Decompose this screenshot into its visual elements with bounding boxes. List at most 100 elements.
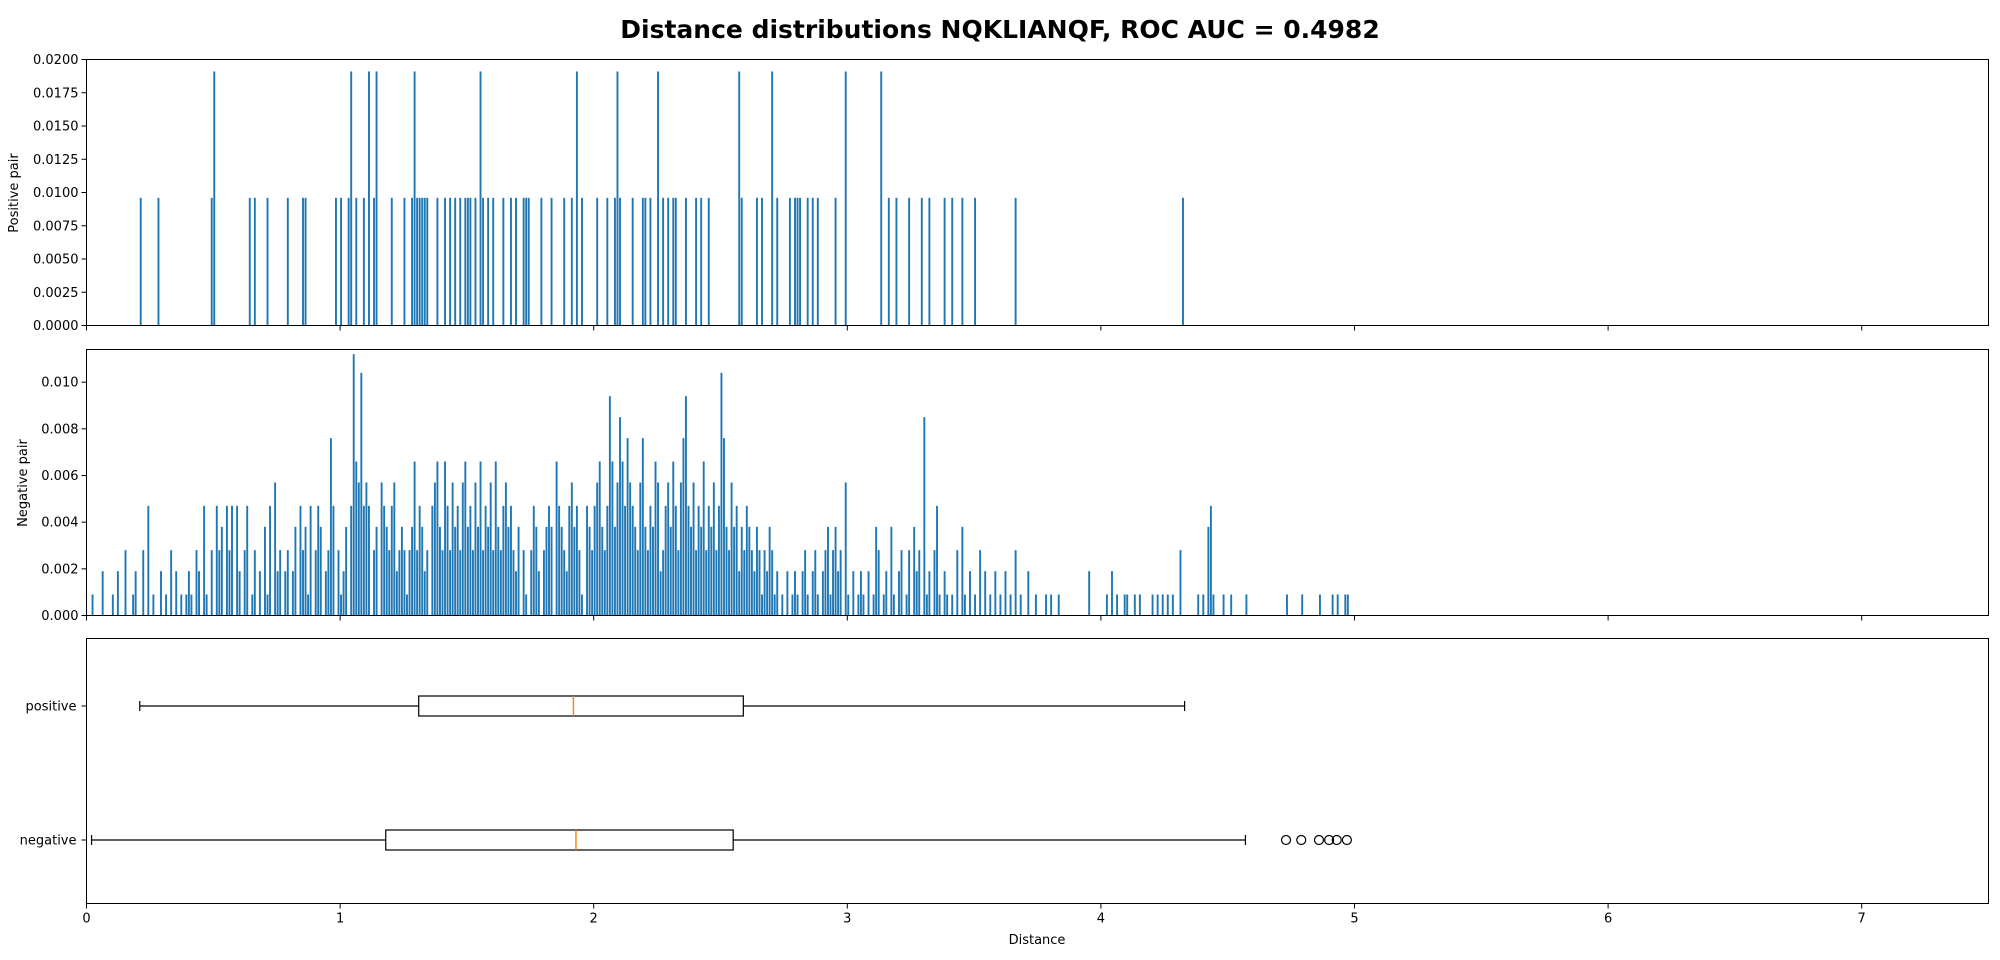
negative-pair-bar (459, 550, 462, 616)
negative-pair-bar (728, 550, 731, 616)
x-tick-label: 1 (336, 912, 344, 927)
positive-pair-bar (928, 197, 931, 326)
negative-pair-bar (654, 461, 657, 616)
negative-pair-bar (1344, 594, 1347, 616)
negative-pair-bar (373, 550, 375, 616)
negative-pair-bar (969, 571, 971, 616)
negative-pair-bar (185, 594, 188, 616)
negative-pair-bar (464, 461, 467, 616)
negative-pair-bar (875, 526, 878, 616)
negative-pair-bar (908, 550, 911, 616)
negative-pair-bar (834, 526, 837, 616)
negative-pair-bar (545, 526, 548, 616)
negative-pair-bar (690, 526, 692, 616)
positive-pair-bar (740, 197, 743, 326)
negative-pair-bar (367, 505, 370, 616)
negative-pair-bar (269, 505, 271, 616)
negative-pair-bar (814, 550, 817, 616)
negative-pair-bar (1111, 571, 1113, 616)
negative-pair-bar (418, 505, 421, 616)
negative-pair-bar (1156, 594, 1159, 616)
negative-pair-bar (350, 505, 353, 616)
negative-pair-bar (989, 594, 992, 616)
positive-pair-bar (684, 197, 687, 326)
positive-pair-bar (887, 197, 890, 326)
negative-pair-bar (639, 482, 642, 616)
negative-pair-bar (446, 505, 449, 616)
negative-pair-bar (740, 526, 743, 616)
negative-pair-bar (439, 526, 441, 616)
negative-pair-bar (111, 594, 114, 616)
positive-pair-bar (474, 197, 477, 326)
positive-pair-bar (619, 197, 621, 326)
positive-pair-ytick-label: 0.0175 (33, 86, 79, 101)
negative-pair-bar (1207, 526, 1210, 616)
negative-pair-bar (352, 354, 355, 616)
negative-outlier (1324, 834, 1335, 846)
negative-pair-bar (710, 526, 713, 616)
negative-pair-bar (682, 438, 685, 616)
negative-pair-bar (474, 482, 477, 616)
positive-pair-bar (253, 197, 256, 326)
positive-pair-bar (373, 197, 375, 326)
negative-pair-bar (327, 550, 330, 616)
negative-pair-bar (1057, 594, 1060, 616)
positive-pair-ytick-label: 0.0125 (33, 153, 79, 168)
negative-pair-bar (494, 461, 497, 616)
negative-pair-bar (365, 482, 368, 616)
negative-pair-bar (715, 550, 718, 616)
negative-pair-bar (624, 505, 627, 616)
negative-pair-bar (951, 594, 954, 616)
positive-pair-bar (707, 197, 710, 326)
negative-pair-bar (613, 526, 616, 616)
negative-pair-bar (441, 550, 444, 616)
positive-pair-bars (139, 71, 1184, 326)
negative-pair-bar (877, 550, 880, 616)
negative-pair-bar (649, 505, 652, 616)
negative-pair-bar (725, 526, 728, 616)
negative-pair-bar (692, 482, 695, 616)
negative-pair-bar (837, 571, 840, 616)
negative-pair-bar (433, 482, 436, 616)
positive-pair-bar (459, 197, 462, 326)
negative-pair-bar (1126, 594, 1129, 616)
negative-pair-bar (360, 372, 363, 616)
negative-pair-bar (411, 526, 414, 616)
negative-pair-bar (839, 550, 842, 616)
negative-pair-bar (811, 571, 814, 616)
positive-pair-ytick-label: 0.0000 (33, 319, 79, 334)
negative-pair-bar (598, 461, 601, 616)
positive-pair-bar (695, 197, 698, 326)
positive-pair-bar (799, 197, 802, 326)
negative-pair-bar (674, 505, 677, 616)
negative-pair-frame (86, 349, 1989, 616)
negative-pair-bar (570, 482, 573, 616)
negative-pair-bar (466, 526, 469, 616)
negative-pair-bar (791, 594, 794, 616)
negative-pair-bar (636, 550, 639, 616)
negative-pair-bar (522, 550, 525, 616)
negative-pair-bar (299, 505, 302, 616)
positive-pair-bar (436, 197, 439, 326)
positive-pair-bar (413, 71, 416, 326)
positive-pair-bar (606, 197, 609, 326)
negative-pair-bar (548, 505, 550, 616)
negative-pair-bar (938, 594, 941, 616)
negative-pair-bar (974, 594, 977, 616)
negative-pair-bar (147, 505, 150, 616)
negative-pair-bar (530, 550, 533, 616)
positive-pair-bar (350, 71, 353, 326)
negative-pair-bar (342, 571, 345, 616)
negative-pair-bar (745, 505, 748, 616)
positive-pair-bar (920, 197, 923, 326)
negative-pair-bar (963, 594, 966, 616)
negative-pair-bar (231, 505, 233, 616)
positive-pair-bar (943, 197, 946, 326)
negative-pair-bar (1197, 594, 1200, 616)
negative-pair-bar (761, 594, 763, 616)
negative-outlier (1296, 834, 1307, 846)
negative-pair-bar (702, 461, 705, 616)
negative-pair-bar (801, 571, 804, 616)
positive-pair-bar (961, 197, 964, 326)
